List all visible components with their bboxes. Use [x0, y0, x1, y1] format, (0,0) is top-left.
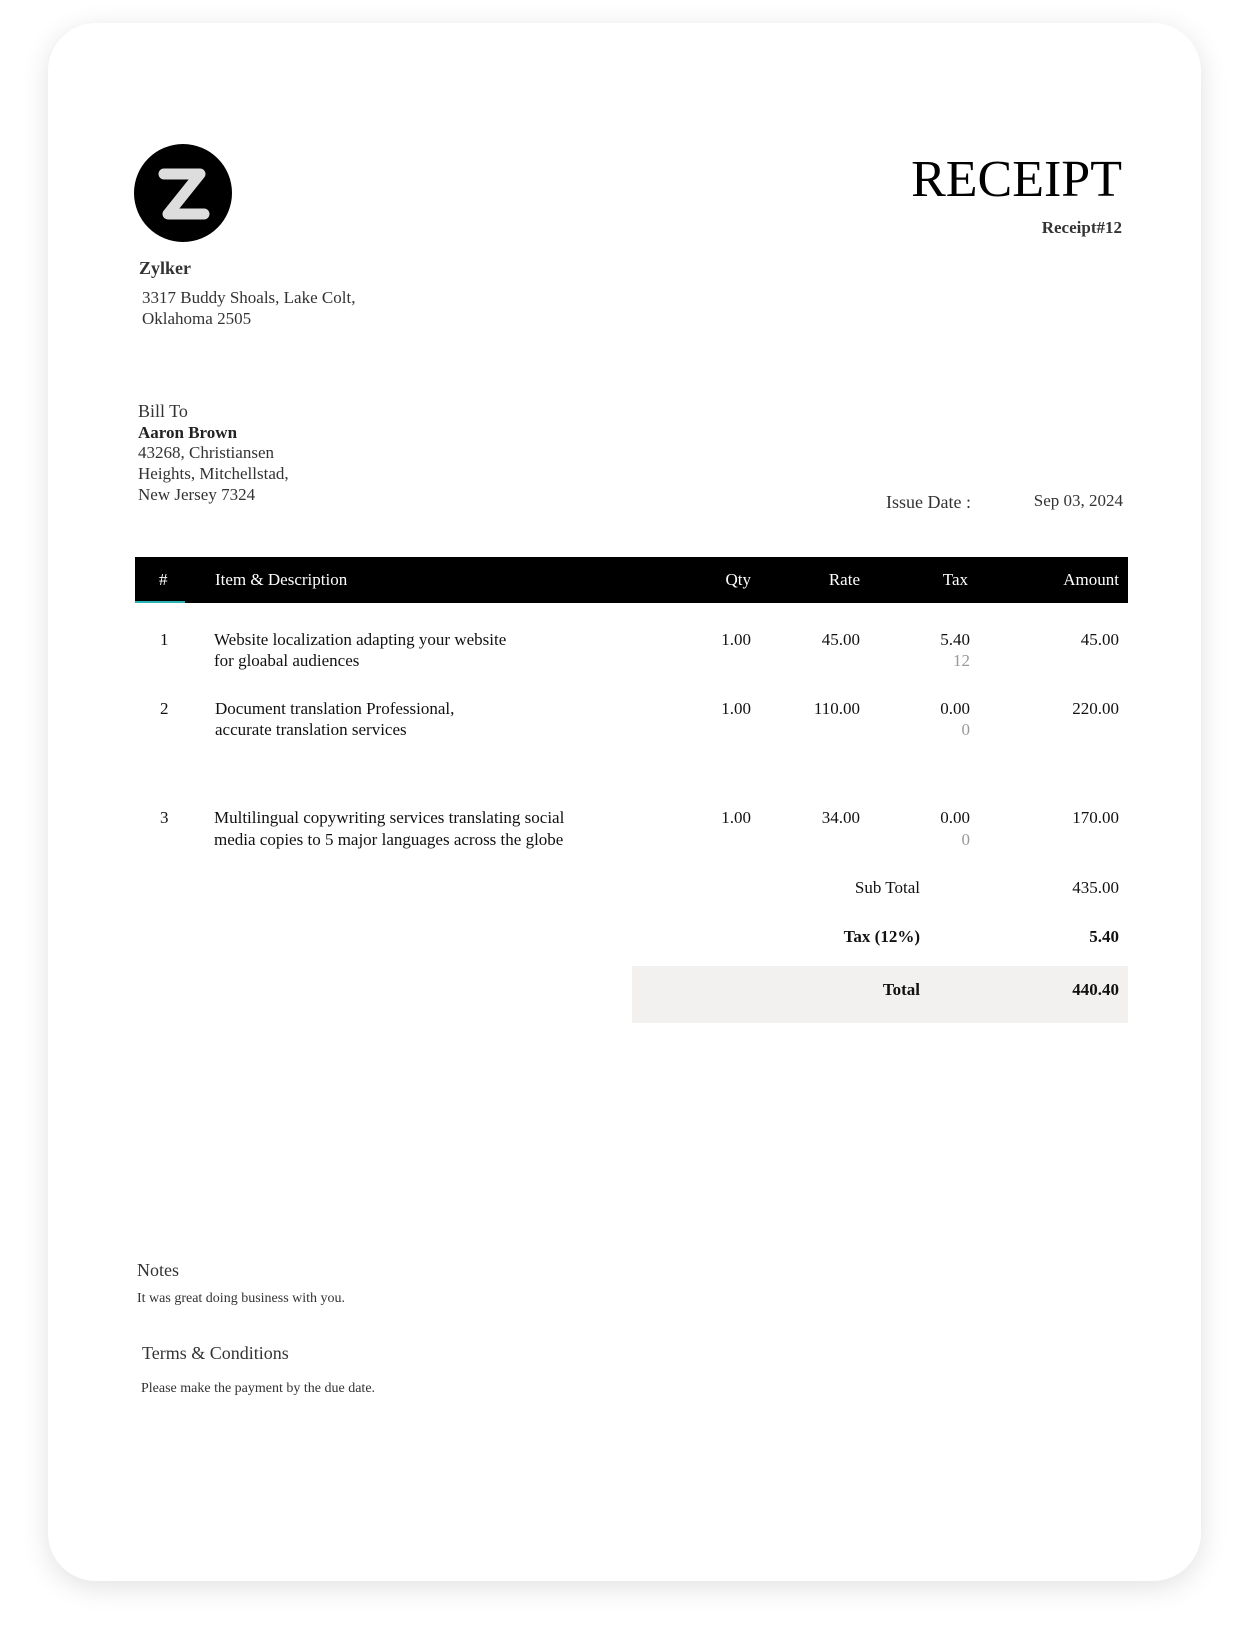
- row-amount: 220.00: [1072, 699, 1119, 718]
- total-row: [632, 966, 1128, 1023]
- table-header: # Item & Description Qty Rate Tax Amount: [135, 557, 1128, 603]
- total-value: 440.40: [1072, 980, 1119, 999]
- total-label: Total: [882, 980, 920, 999]
- row-tax-pct: 0: [961, 830, 971, 849]
- receipt-number: Receipt#12: [1041, 218, 1122, 237]
- row-tax: 0.00: [940, 808, 970, 827]
- row-num: 1: [160, 630, 169, 649]
- row-tax: 5.40: [940, 630, 970, 649]
- row-tax-pct: 12: [953, 651, 970, 670]
- bill-to-address-3: New Jersey 7324: [138, 485, 256, 504]
- notes-text: It was great doing business with you.: [137, 1291, 346, 1306]
- receipt-card: [48, 23, 1201, 1581]
- row-desc: media copies to 5 major languages across…: [214, 830, 564, 849]
- company-logo: [134, 144, 232, 242]
- row-rate: 110.00: [813, 699, 860, 718]
- col-num: #: [159, 570, 168, 589]
- row-rate: 34.00: [821, 808, 860, 827]
- row-qty: 1.00: [721, 808, 751, 827]
- terms-label: Terms & Conditions: [142, 1343, 289, 1363]
- col-amount: Amount: [1063, 570, 1119, 589]
- row-qty: 1.00: [721, 699, 751, 718]
- issue-date-label: Issue Date :: [886, 492, 971, 512]
- row-qty: 1.00: [721, 630, 751, 649]
- tax-value: 5.40: [1089, 927, 1119, 946]
- header-accent: [135, 601, 185, 603]
- company-address-2: Oklahoma 2505: [142, 309, 252, 328]
- row-desc: accurate translation services: [215, 720, 407, 739]
- row-num: 2: [160, 699, 169, 718]
- terms-text: Please make the payment by the due date.: [141, 1381, 376, 1396]
- bill-to-label: Bill To: [138, 401, 188, 421]
- bill-to-address-1: 43268, Christiansen: [138, 443, 274, 462]
- row-desc: Document translation Professional,: [215, 699, 455, 718]
- row-desc: Multilingual copywriting services transl…: [214, 808, 565, 827]
- company-address-1: 3317 Buddy Shoals, Lake Colt,: [142, 288, 356, 307]
- row-amount: 170.00: [1072, 808, 1119, 827]
- document-title: RECEIPT: [911, 151, 1122, 208]
- subtotal-label: Sub Total: [854, 878, 920, 897]
- col-rate: Rate: [828, 570, 860, 589]
- row-amount: 45.00: [1080, 630, 1119, 649]
- row-tax-pct: 0: [961, 720, 971, 739]
- notes-label: Notes: [137, 1260, 179, 1280]
- row-desc: for gloabal audiences: [214, 651, 360, 670]
- col-tax: Tax: [942, 570, 968, 589]
- bill-to-address-2: Heights, Mitchellstad,: [138, 464, 289, 483]
- row-num: 3: [160, 808, 169, 827]
- row-rate: 45.00: [821, 630, 860, 649]
- tax-label: Tax (12%): [843, 927, 920, 946]
- subtotal-value: 435.00: [1072, 878, 1119, 897]
- row-desc: Website localization adapting your websi…: [214, 630, 507, 649]
- issue-date-value: Sep 03, 2024: [1033, 491, 1123, 510]
- col-item: Item & Description: [215, 570, 348, 589]
- row-tax: 0.00: [940, 699, 970, 718]
- company-name: Zylker: [139, 258, 191, 278]
- bill-to-name: Aaron Brown: [138, 423, 238, 442]
- col-qty: Qty: [725, 570, 752, 589]
